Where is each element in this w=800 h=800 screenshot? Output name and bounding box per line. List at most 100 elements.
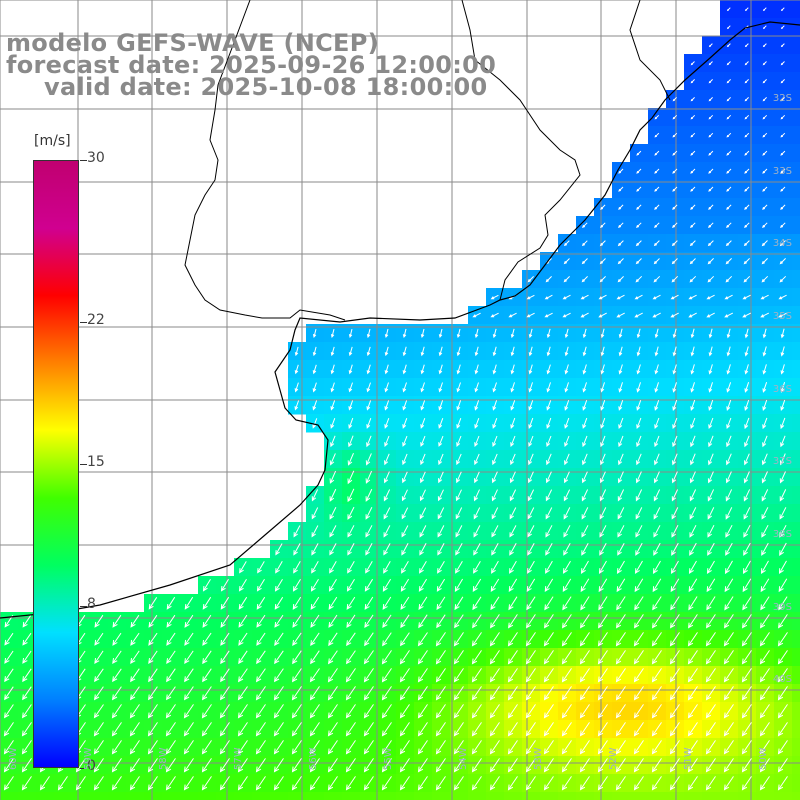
wind-arrow bbox=[652, 312, 661, 318]
wind-arrow bbox=[309, 776, 320, 791]
wind-arrow bbox=[201, 776, 212, 791]
wind-speed-cell bbox=[792, 360, 800, 379]
wind-arrow bbox=[671, 524, 679, 538]
wind-speed-cell bbox=[792, 126, 800, 145]
wind-arrow bbox=[383, 489, 391, 502]
wind-arrow bbox=[581, 489, 589, 502]
wind-arrow bbox=[761, 258, 768, 265]
wind-arrow bbox=[183, 704, 194, 719]
wind-arrow bbox=[345, 758, 356, 773]
wind-speed-cell bbox=[792, 0, 800, 19]
wind-arrow bbox=[345, 704, 356, 719]
wind-arrow bbox=[599, 276, 606, 283]
wind-arrow bbox=[600, 328, 605, 339]
wind-arrow bbox=[399, 758, 410, 773]
wind-arrow bbox=[402, 471, 408, 484]
wind-arrow bbox=[599, 542, 607, 556]
wind-arrow bbox=[417, 632, 428, 647]
wind-arrow bbox=[273, 776, 284, 791]
wind-arrow bbox=[744, 204, 750, 210]
wind-arrow bbox=[706, 312, 715, 318]
wind-arrow bbox=[615, 632, 626, 647]
wind-arrow bbox=[654, 453, 660, 466]
wind-arrow bbox=[384, 418, 390, 429]
latitude-label: 35S bbox=[772, 311, 792, 322]
wind-arrow bbox=[510, 346, 515, 357]
wind-arrow bbox=[309, 722, 320, 737]
wind-arrow bbox=[744, 168, 750, 174]
wind-speed-cell bbox=[180, 792, 199, 800]
wind-arrow bbox=[184, 632, 194, 646]
wind-arrow bbox=[779, 471, 786, 484]
wind-arrow bbox=[402, 453, 408, 466]
wind-speed-cell bbox=[792, 72, 800, 91]
wind-arrow bbox=[364, 596, 374, 610]
wind-arrow bbox=[762, 435, 768, 448]
wind-arrow bbox=[525, 632, 536, 647]
wind-arrow bbox=[690, 328, 695, 339]
wind-arrow bbox=[653, 275, 661, 283]
wind-speed-cell bbox=[450, 792, 469, 800]
wind-arrow bbox=[616, 578, 626, 593]
wind-arrow bbox=[401, 560, 409, 574]
wind-arrow bbox=[166, 632, 176, 646]
wind-arrow bbox=[725, 471, 732, 484]
wind-arrow bbox=[220, 632, 230, 646]
wind-arrow bbox=[563, 240, 570, 247]
wind-arrow bbox=[489, 686, 500, 701]
wind-arrow bbox=[202, 668, 212, 683]
wind-arrow bbox=[708, 132, 714, 138]
wind-arrow bbox=[75, 776, 86, 791]
wind-arrow bbox=[311, 489, 319, 502]
wind-arrow bbox=[474, 382, 479, 393]
longitude-label: 60W bbox=[8, 747, 19, 770]
wind-arrow bbox=[670, 614, 680, 629]
wind-arrow bbox=[471, 704, 482, 719]
wind-arrow bbox=[366, 382, 371, 393]
wind-arrow bbox=[762, 364, 767, 375]
wind-arrow bbox=[275, 543, 283, 556]
wind-arrow bbox=[3, 758, 14, 773]
wind-speed-cell bbox=[792, 36, 800, 55]
wind-arrow bbox=[453, 668, 464, 683]
wind-arrow bbox=[726, 61, 731, 66]
wind-arrow bbox=[618, 186, 624, 192]
wind-arrow bbox=[618, 453, 624, 466]
wind-arrow bbox=[615, 650, 626, 665]
wind-arrow bbox=[725, 507, 733, 520]
wind-arrow bbox=[492, 418, 498, 429]
wind-arrow bbox=[654, 346, 659, 357]
wind-arrow bbox=[726, 132, 732, 138]
wind-arrow bbox=[366, 418, 372, 429]
wind-arrow bbox=[492, 435, 498, 448]
wind-arrow bbox=[237, 686, 248, 701]
wind-arrow bbox=[723, 776, 734, 791]
wind-arrow bbox=[654, 222, 660, 228]
wind-arrow bbox=[220, 650, 230, 665]
wind-arrow bbox=[147, 758, 158, 773]
wind-arrow bbox=[689, 507, 697, 520]
wind-arrow bbox=[510, 417, 516, 429]
wind-vectors bbox=[3, 7, 788, 791]
wind-arrow bbox=[672, 114, 678, 120]
wind-arrow bbox=[491, 489, 498, 502]
wind-arrow bbox=[528, 346, 533, 357]
wind-arrow bbox=[705, 650, 716, 665]
wind-arrow bbox=[238, 650, 248, 665]
wind-speed-cell bbox=[576, 792, 595, 800]
wind-arrow bbox=[616, 294, 625, 300]
wind-arrow bbox=[779, 240, 786, 247]
wind-arrow bbox=[741, 722, 752, 737]
wind-arrow bbox=[777, 686, 788, 701]
wind-arrow bbox=[256, 632, 266, 646]
wind-arrow bbox=[741, 776, 752, 791]
colorbar-tick-label: 15 bbox=[87, 454, 105, 470]
wind-speed-cell bbox=[792, 792, 800, 800]
wind-arrow bbox=[597, 776, 608, 791]
wind-arrow bbox=[292, 650, 302, 665]
wind-arrow bbox=[615, 740, 626, 755]
wind-arrow bbox=[455, 525, 463, 538]
wind-arrow bbox=[471, 722, 482, 737]
wind-arrow bbox=[345, 722, 356, 737]
wind-arrow bbox=[618, 222, 624, 228]
